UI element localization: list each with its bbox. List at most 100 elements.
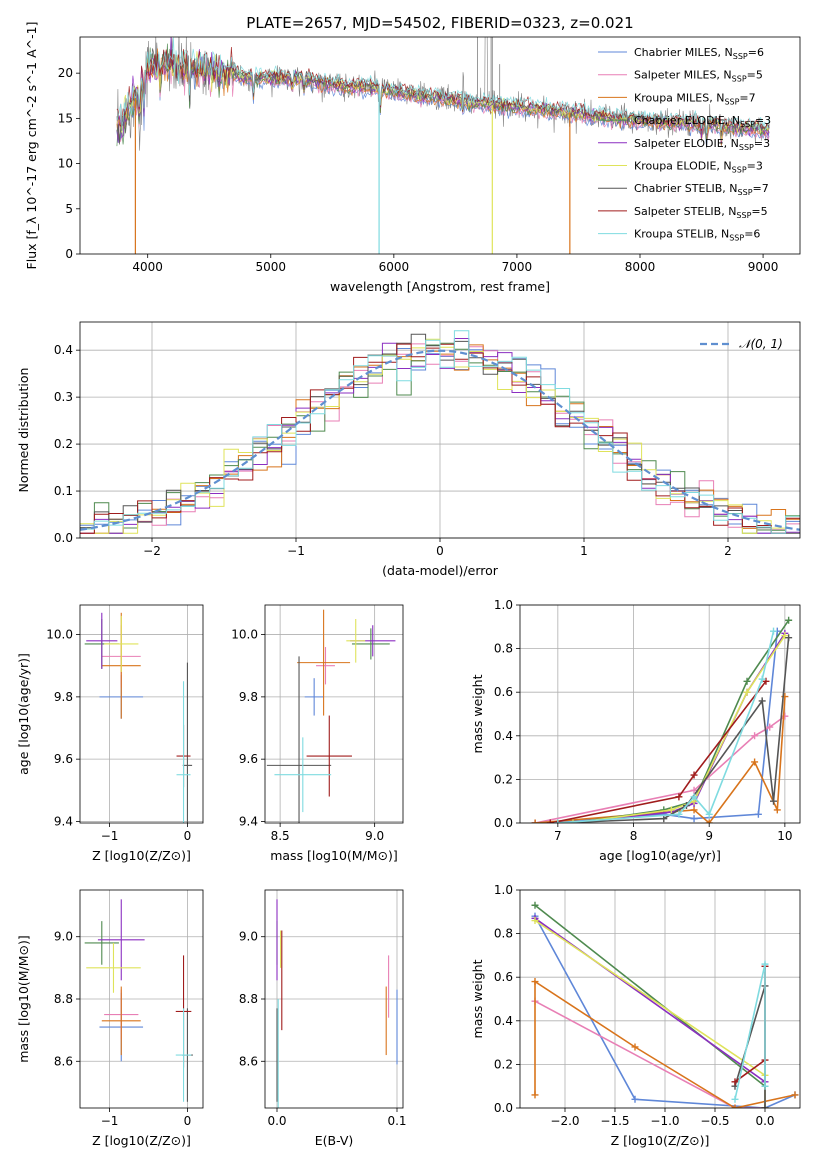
errorbar-kroupa-stelib (274, 737, 332, 813)
errorbar-salpeter-miles (316, 647, 335, 685)
legend-subscript: SSP (738, 188, 753, 197)
point-marker (690, 815, 698, 823)
y-tick-label: 0.2 (494, 1057, 513, 1071)
legend-label: Chabrier ELODIE, N (634, 114, 740, 127)
legend-subscript: SSP (732, 75, 747, 84)
axes-frame (519, 604, 801, 824)
point-marker (705, 810, 713, 818)
y-tick-label: 9.8 (239, 690, 258, 704)
x-tick-label: 7 (554, 829, 562, 843)
point-marker (785, 616, 793, 624)
y-tick-label: 1.0 (494, 598, 513, 612)
figure-title: PLATE=2657, MJD=54502, FIBERID=0323, z=0… (246, 14, 633, 32)
y-tick-label: 5 (65, 202, 73, 216)
point-marker (660, 815, 668, 823)
x-tick-label: 5000 (255, 260, 286, 274)
legend-entry: Kroupa ELODIE, NSSP=3 (634, 160, 763, 175)
y-tick-label: 0.0 (494, 816, 513, 830)
y-tick-label: 9.6 (54, 752, 73, 766)
series-chabrier-stelib (557, 637, 790, 823)
plot-area (531, 901, 799, 1108)
y-tick-label: 10.0 (46, 628, 73, 642)
y-tick-label: 1.0 (494, 883, 513, 897)
y-tick-label: 8.8 (239, 992, 258, 1006)
x-tick-label: 10 (777, 829, 792, 843)
grid (80, 890, 203, 1108)
plot-area (276, 899, 398, 1108)
y-tick-label: 0.6 (494, 685, 513, 699)
series-chabrier-stelib (734, 985, 766, 1108)
x-tick-label: −1.5 (600, 1114, 629, 1128)
point-marker (761, 960, 769, 968)
x-tick-label: −1 (101, 829, 119, 843)
x-tick-label: 2 (724, 544, 732, 558)
legend-entry: Kroupa STELIB, NSSP=6 (634, 228, 760, 243)
series-kroupa-elodie (534, 919, 766, 1108)
errorbar-salpeter-elodie (86, 612, 118, 669)
plot-area (116, 37, 770, 254)
legend-entry: Chabrier MILES, NSSP=6 (634, 46, 764, 61)
axes-frame (519, 889, 801, 1109)
y-axis-label: Flux [f_λ 10^-17 erg cm^-2 s^-1 A^-1] (24, 22, 39, 270)
point-marker (554, 819, 562, 823)
y-tick-label: 20 (58, 66, 73, 80)
errorbar-kroupa-stelib (176, 681, 191, 823)
legend: Chabrier MILES, NSSP=6 Salpeter MILES, NS… (598, 46, 771, 243)
panel-residuals: −2 −1 0 1 2 0.0 0.1 0.2 0.3 0.4 (data-model)/error… (16, 321, 801, 578)
legend-n: =5 (751, 205, 767, 218)
errorbar-kroupa-miles (297, 609, 351, 716)
x-tick-label: 0.0 (755, 1114, 774, 1128)
series-chabrier-miles (535, 631, 779, 823)
point-marker (754, 810, 762, 818)
axes-frame (79, 36, 801, 255)
point-marker (675, 793, 683, 801)
x-tick-label: −1.0 (650, 1114, 679, 1128)
x-tick-label: 0.0 (267, 1114, 286, 1128)
point-marker (762, 677, 770, 685)
x-tick-label: 8000 (625, 260, 656, 274)
axes-frame (264, 604, 404, 824)
y-tick-label: 8.6 (54, 1054, 73, 1068)
y-tick-label: 0.4 (494, 729, 513, 743)
y-axis-label: mass weight (470, 959, 485, 1038)
legend-label: Salpeter STELIB, N (634, 205, 736, 218)
point-marker (743, 688, 751, 696)
legend-entry: Salpeter MILES, NSSP=5 (634, 69, 763, 84)
y-tick-label: 9.4 (54, 814, 73, 828)
x-tick-label: 9 (705, 829, 713, 843)
y-tick-label: 0.1 (54, 484, 73, 498)
x-tick-label: −2 (143, 544, 161, 558)
y-tick-label: 0.4 (494, 1014, 513, 1028)
point-marker (690, 806, 698, 814)
grid (80, 605, 203, 823)
point-marker (766, 723, 774, 731)
point-marker (761, 1104, 769, 1108)
legend-label: Kroupa STELIB, N (634, 228, 729, 241)
plot-area (84, 612, 193, 823)
series-salpeter-stelib (550, 680, 767, 823)
errorbar-kroupa-miles (101, 986, 141, 1056)
model-kroupa-stelib (116, 37, 770, 134)
panel-mass-vs-Z: −1 0 8.6 8.8 9.0 Z [log10(Z/Z⊙)] mass [log10(M… (16, 889, 204, 1148)
x-axis-label: Z [log10(Z/Z⊙)] (92, 848, 191, 863)
point-marker (770, 627, 778, 635)
x-tick-label: −1 (287, 544, 305, 558)
legend-n: =5 (747, 69, 763, 82)
x-axis-label: Z [log10(Z/Z⊙)] (611, 1133, 710, 1148)
legend-entry: Kroupa MILES, NSSP=7 (634, 91, 756, 106)
x-tick-label: 0 (184, 829, 192, 843)
x-tick-label: 6000 (379, 260, 410, 274)
x-tick-label: 0 (184, 1114, 192, 1128)
point-marker (770, 797, 778, 805)
legend-subscript: SSP (724, 97, 739, 106)
legend-label: Chabrier MILES, N (634, 46, 733, 59)
plot-area (84, 899, 193, 1102)
legend-n: =3 (747, 160, 763, 173)
y-tick-label: 8.8 (54, 992, 73, 1006)
normal-curve (80, 349, 800, 531)
point-marker (773, 806, 781, 814)
y-tick-label: 10.0 (231, 628, 258, 642)
y-tick-label: 0.0 (494, 1101, 513, 1115)
x-tick-label: 9000 (748, 260, 779, 274)
